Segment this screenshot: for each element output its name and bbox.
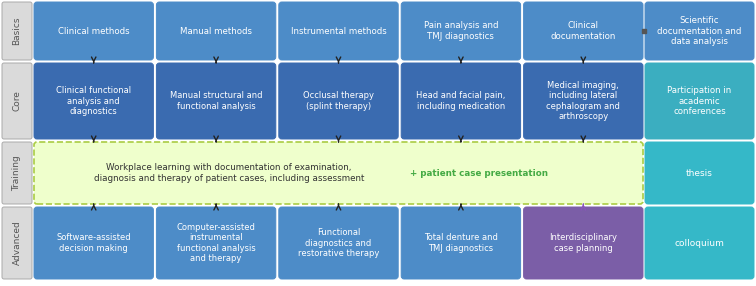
- Text: Basics: Basics: [13, 17, 21, 45]
- Text: Medical imaging,
including lateral
cephalogram and
arthroscopy: Medical imaging, including lateral cepha…: [547, 81, 620, 121]
- Text: Workplace learning with documentation of examination,
diagnosis and therapy of p: Workplace learning with documentation of…: [94, 163, 364, 183]
- Text: Participation in
academic
conferences: Participation in academic conferences: [668, 86, 732, 116]
- FancyBboxPatch shape: [401, 63, 521, 139]
- FancyBboxPatch shape: [34, 142, 643, 204]
- FancyBboxPatch shape: [279, 63, 398, 139]
- Text: Advanced: Advanced: [13, 221, 21, 265]
- FancyBboxPatch shape: [156, 207, 276, 279]
- FancyBboxPatch shape: [156, 2, 276, 60]
- Text: Clinical functional
analysis and
diagnostics: Clinical functional analysis and diagnos…: [56, 86, 132, 116]
- Text: Core: Core: [13, 91, 21, 112]
- Text: colloquium: colloquium: [674, 239, 724, 247]
- FancyBboxPatch shape: [2, 2, 32, 60]
- FancyBboxPatch shape: [524, 2, 643, 60]
- FancyBboxPatch shape: [645, 142, 754, 204]
- Text: Manual methods: Manual methods: [180, 27, 252, 35]
- Text: thesis: thesis: [686, 168, 713, 178]
- FancyBboxPatch shape: [2, 63, 32, 139]
- FancyBboxPatch shape: [2, 207, 32, 279]
- FancyBboxPatch shape: [524, 207, 643, 279]
- FancyBboxPatch shape: [401, 2, 521, 60]
- Text: Computer-assisted
instrumental
functional analysis
and therapy: Computer-assisted instrumental functiona…: [177, 223, 256, 263]
- Text: Scientific
documentation and
data analysis: Scientific documentation and data analys…: [657, 16, 742, 46]
- Text: Interdisciplinary
case planning: Interdisciplinary case planning: [550, 233, 618, 253]
- Text: Functional
diagnostics and
restorative therapy: Functional diagnostics and restorative t…: [298, 228, 380, 258]
- FancyBboxPatch shape: [279, 2, 398, 60]
- Text: + patient case presentation: + patient case presentation: [410, 168, 547, 178]
- Text: Clinical methods: Clinical methods: [58, 27, 129, 35]
- Text: Instrumental methods: Instrumental methods: [290, 27, 386, 35]
- Text: Pain analysis and
TMJ diagnostics: Pain analysis and TMJ diagnostics: [423, 21, 498, 41]
- Text: Manual structural and
functional analysis: Manual structural and functional analysi…: [170, 91, 262, 111]
- FancyBboxPatch shape: [645, 207, 754, 279]
- FancyBboxPatch shape: [156, 63, 276, 139]
- Text: Total denture and
TMJ diagnostics: Total denture and TMJ diagnostics: [424, 233, 498, 253]
- Text: Training: Training: [13, 155, 21, 191]
- FancyBboxPatch shape: [34, 2, 153, 60]
- FancyBboxPatch shape: [401, 207, 521, 279]
- Text: Software-assisted
decision making: Software-assisted decision making: [57, 233, 131, 253]
- FancyBboxPatch shape: [279, 207, 398, 279]
- FancyBboxPatch shape: [34, 207, 153, 279]
- FancyBboxPatch shape: [34, 63, 153, 139]
- Text: Head and facial pain,
including medication: Head and facial pain, including medicati…: [417, 91, 506, 111]
- Text: Clinical
documentation: Clinical documentation: [550, 21, 616, 41]
- FancyBboxPatch shape: [645, 63, 754, 139]
- FancyBboxPatch shape: [524, 63, 643, 139]
- FancyBboxPatch shape: [645, 2, 754, 60]
- Text: Occlusal therapy
(splint therapy): Occlusal therapy (splint therapy): [303, 91, 374, 111]
- FancyBboxPatch shape: [2, 142, 32, 204]
